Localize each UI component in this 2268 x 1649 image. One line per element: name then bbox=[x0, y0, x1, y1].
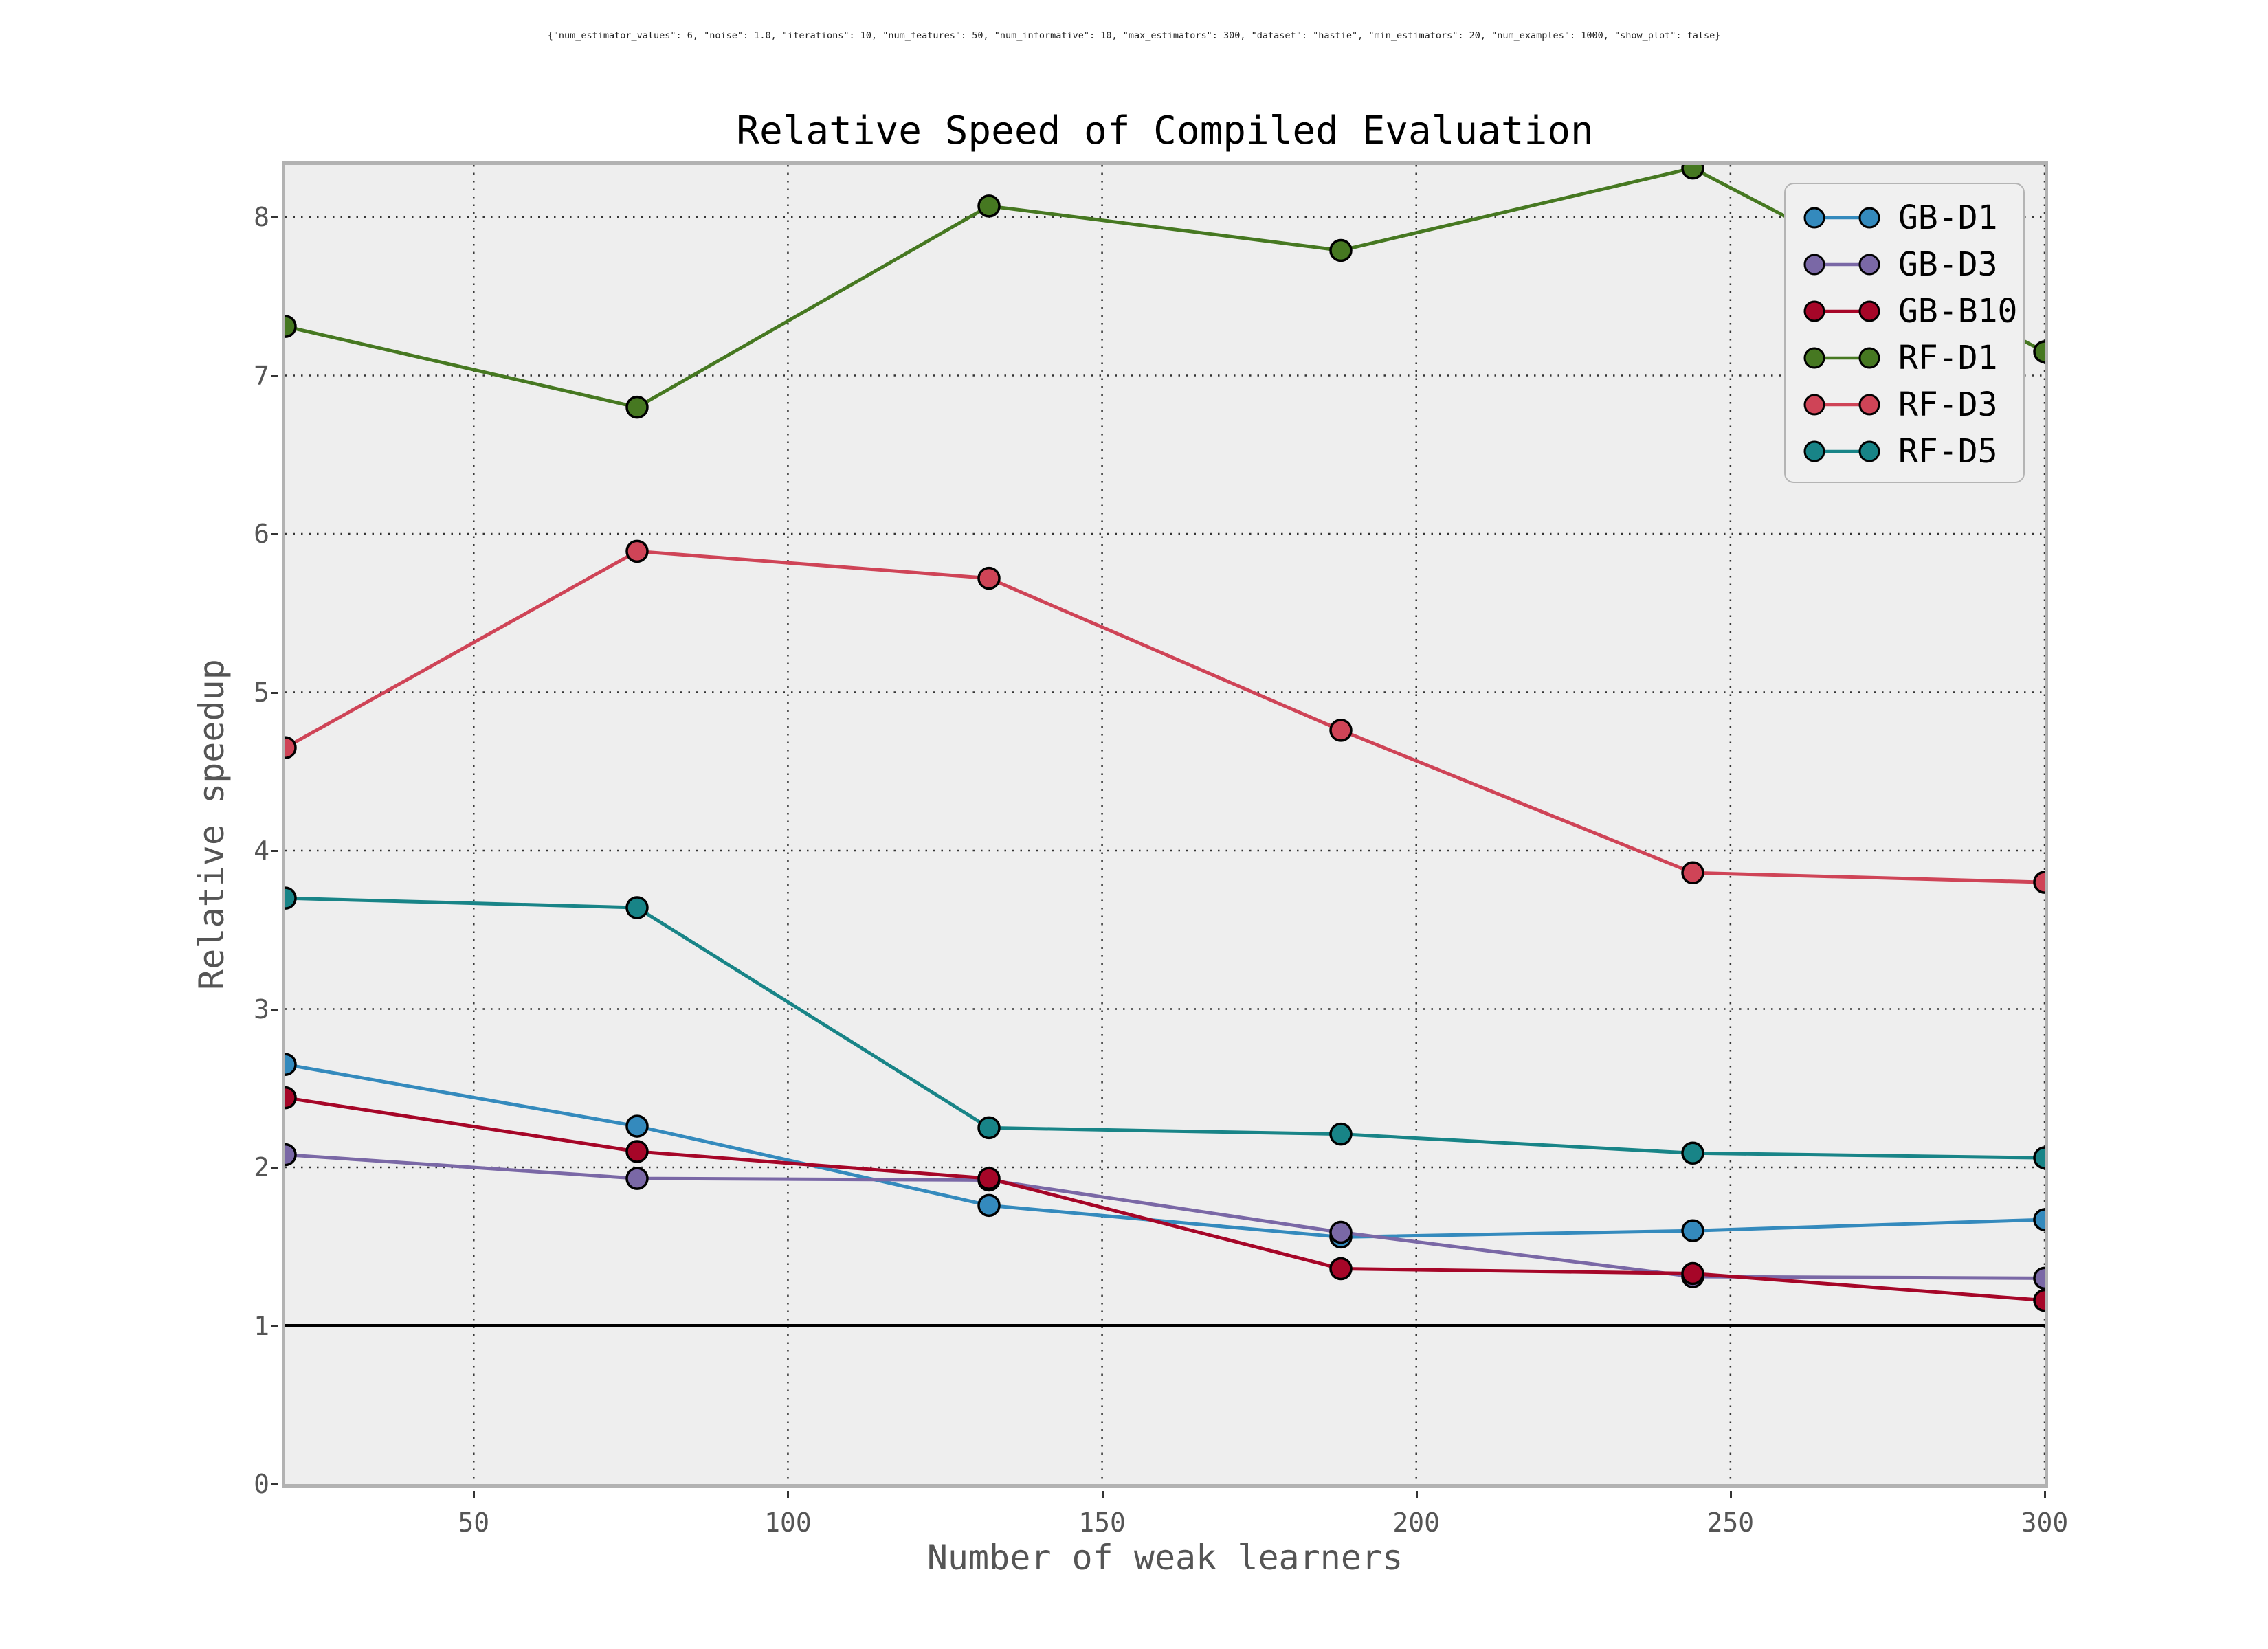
x-tick-label: 250 bbox=[1706, 1507, 1755, 1538]
x-tick-mark bbox=[2044, 1491, 2046, 1498]
legend-item-GB-B10: GB-B10 bbox=[1803, 288, 2018, 335]
data-point-GB-D3 bbox=[2033, 1266, 2045, 1290]
data-point-RF-D3 bbox=[625, 539, 649, 563]
legend-marker-icon bbox=[1803, 347, 1880, 369]
y-tick-mark bbox=[271, 1008, 278, 1011]
data-point-GB-D1 bbox=[625, 1114, 649, 1138]
legend-item-RF-D5: RF-D5 bbox=[1803, 428, 2016, 475]
legend-item-label: RF-D5 bbox=[1898, 432, 1998, 471]
y-tick-label: 1 bbox=[254, 1310, 269, 1341]
data-point-GB-D3 bbox=[625, 1167, 649, 1190]
x-tick-label: 150 bbox=[1078, 1507, 1126, 1538]
data-point-RF-D1 bbox=[2033, 340, 2045, 363]
data-point-RF-D1 bbox=[625, 395, 649, 419]
data-point-RF-D3 bbox=[1681, 861, 1704, 885]
legend: GB-D1 GB-D3 GB-B10 RF-D1 RF-D3 RF-D5 bbox=[1784, 183, 2025, 483]
data-point-GB-B10 bbox=[1329, 1257, 1353, 1281]
plot-canvas bbox=[285, 165, 2045, 1484]
legend-marker-icon bbox=[1803, 207, 1880, 229]
legend-item-RF-D3: RF-D3 bbox=[1803, 381, 2016, 428]
x-tick-mark bbox=[1101, 1491, 1104, 1498]
data-point-RF-D3 bbox=[977, 566, 1001, 590]
x-tick-mark bbox=[1415, 1491, 1418, 1498]
data-point-RF-D5 bbox=[1329, 1122, 1353, 1146]
data-point-RF-D5 bbox=[977, 1116, 1001, 1140]
series-line-RF-D1 bbox=[285, 166, 2045, 410]
data-point-GB-D1 bbox=[977, 1193, 1001, 1218]
data-point-RF-D1 bbox=[1329, 238, 1353, 262]
series-line-RF-D5 bbox=[285, 896, 2045, 1160]
legend-item-label: GB-D1 bbox=[1898, 199, 1998, 237]
y-tick-label: 2 bbox=[254, 1152, 269, 1183]
y-axis-label: Relative speedup bbox=[192, 659, 232, 990]
data-point-RF-D5 bbox=[625, 896, 649, 919]
y-tick-label: 3 bbox=[254, 994, 269, 1024]
y-tick-mark bbox=[271, 533, 278, 536]
y-tick-label: 7 bbox=[254, 360, 269, 391]
legend-marker-icon bbox=[1803, 440, 1880, 462]
x-tick-mark bbox=[473, 1491, 476, 1498]
y-tick-label: 5 bbox=[254, 677, 269, 708]
data-point-GB-D3 bbox=[285, 1143, 297, 1167]
legend-item-label: RF-D1 bbox=[1898, 339, 1998, 377]
legend-item-GB-D1: GB-D1 bbox=[1803, 194, 2016, 241]
data-point-GB-B10 bbox=[1681, 1261, 1704, 1286]
data-point-GB-B10 bbox=[2033, 1288, 2045, 1312]
data-point-GB-B10 bbox=[625, 1140, 649, 1163]
series-line-RF-D3 bbox=[285, 549, 2045, 884]
config-text: {"num_estimator_values": 6, "noise": 1.0… bbox=[547, 30, 1721, 41]
data-point-RF-D5 bbox=[1681, 1141, 1704, 1165]
series-line-GB-B10 bbox=[285, 1096, 2045, 1303]
x-tick-label: 200 bbox=[1392, 1507, 1441, 1538]
y-tick-mark bbox=[271, 691, 278, 694]
x-tick-label: 50 bbox=[458, 1507, 490, 1538]
x-tick-mark bbox=[1729, 1491, 1732, 1498]
legend-item-RF-D1: RF-D1 bbox=[1803, 335, 2016, 381]
legend-item-label: RF-D3 bbox=[1898, 385, 1998, 424]
series-line-GB-D1 bbox=[285, 1062, 2045, 1239]
y-tick-mark bbox=[271, 374, 278, 377]
y-tick-label: 8 bbox=[254, 202, 269, 233]
data-point-GB-D1 bbox=[1681, 1219, 1704, 1242]
x-axis-label: Number of weak learners bbox=[926, 1538, 1403, 1578]
legend-marker-icon bbox=[1803, 394, 1880, 416]
data-point-RF-D3 bbox=[2033, 871, 2045, 894]
legend-item-label: GB-B10 bbox=[1898, 292, 2018, 330]
x-tick-label: 300 bbox=[2021, 1507, 2069, 1538]
y-tick-mark bbox=[271, 1483, 278, 1485]
y-tick-label: 6 bbox=[254, 519, 269, 550]
series-line-GB-D3 bbox=[285, 1153, 2045, 1280]
y-tick-label: 4 bbox=[254, 835, 269, 866]
x-tick-mark bbox=[787, 1491, 790, 1498]
data-point-RF-D1 bbox=[285, 315, 297, 338]
legend-marker-icon bbox=[1803, 254, 1880, 276]
data-point-RF-D3 bbox=[285, 736, 297, 759]
chart-title: Relative Speed of Compiled Evaluation bbox=[736, 109, 1594, 153]
data-point-RF-D3 bbox=[1329, 719, 1353, 742]
x-tick-label: 100 bbox=[764, 1507, 812, 1538]
data-point-RF-D5 bbox=[2033, 1146, 2045, 1169]
data-point-RF-D1 bbox=[977, 194, 1001, 218]
legend-item-GB-D3: GB-D3 bbox=[1803, 241, 2016, 288]
plot-area bbox=[282, 161, 2048, 1488]
data-point-GB-B10 bbox=[285, 1086, 297, 1110]
legend-item-label: GB-D3 bbox=[1898, 245, 1998, 284]
data-point-GB-D3 bbox=[1329, 1220, 1353, 1244]
y-tick-label: 0 bbox=[254, 1469, 269, 1499]
data-point-GB-B10 bbox=[977, 1167, 1001, 1190]
legend-marker-icon bbox=[1803, 300, 1880, 322]
data-point-GB-D1 bbox=[2033, 1208, 2045, 1231]
y-tick-mark bbox=[271, 1325, 278, 1327]
y-tick-mark bbox=[271, 850, 278, 853]
data-point-GB-D1 bbox=[285, 1053, 297, 1076]
data-point-RF-D5 bbox=[285, 886, 297, 910]
y-tick-mark bbox=[271, 1167, 278, 1169]
y-tick-mark bbox=[271, 216, 278, 219]
data-point-RF-D1 bbox=[1681, 165, 1704, 180]
